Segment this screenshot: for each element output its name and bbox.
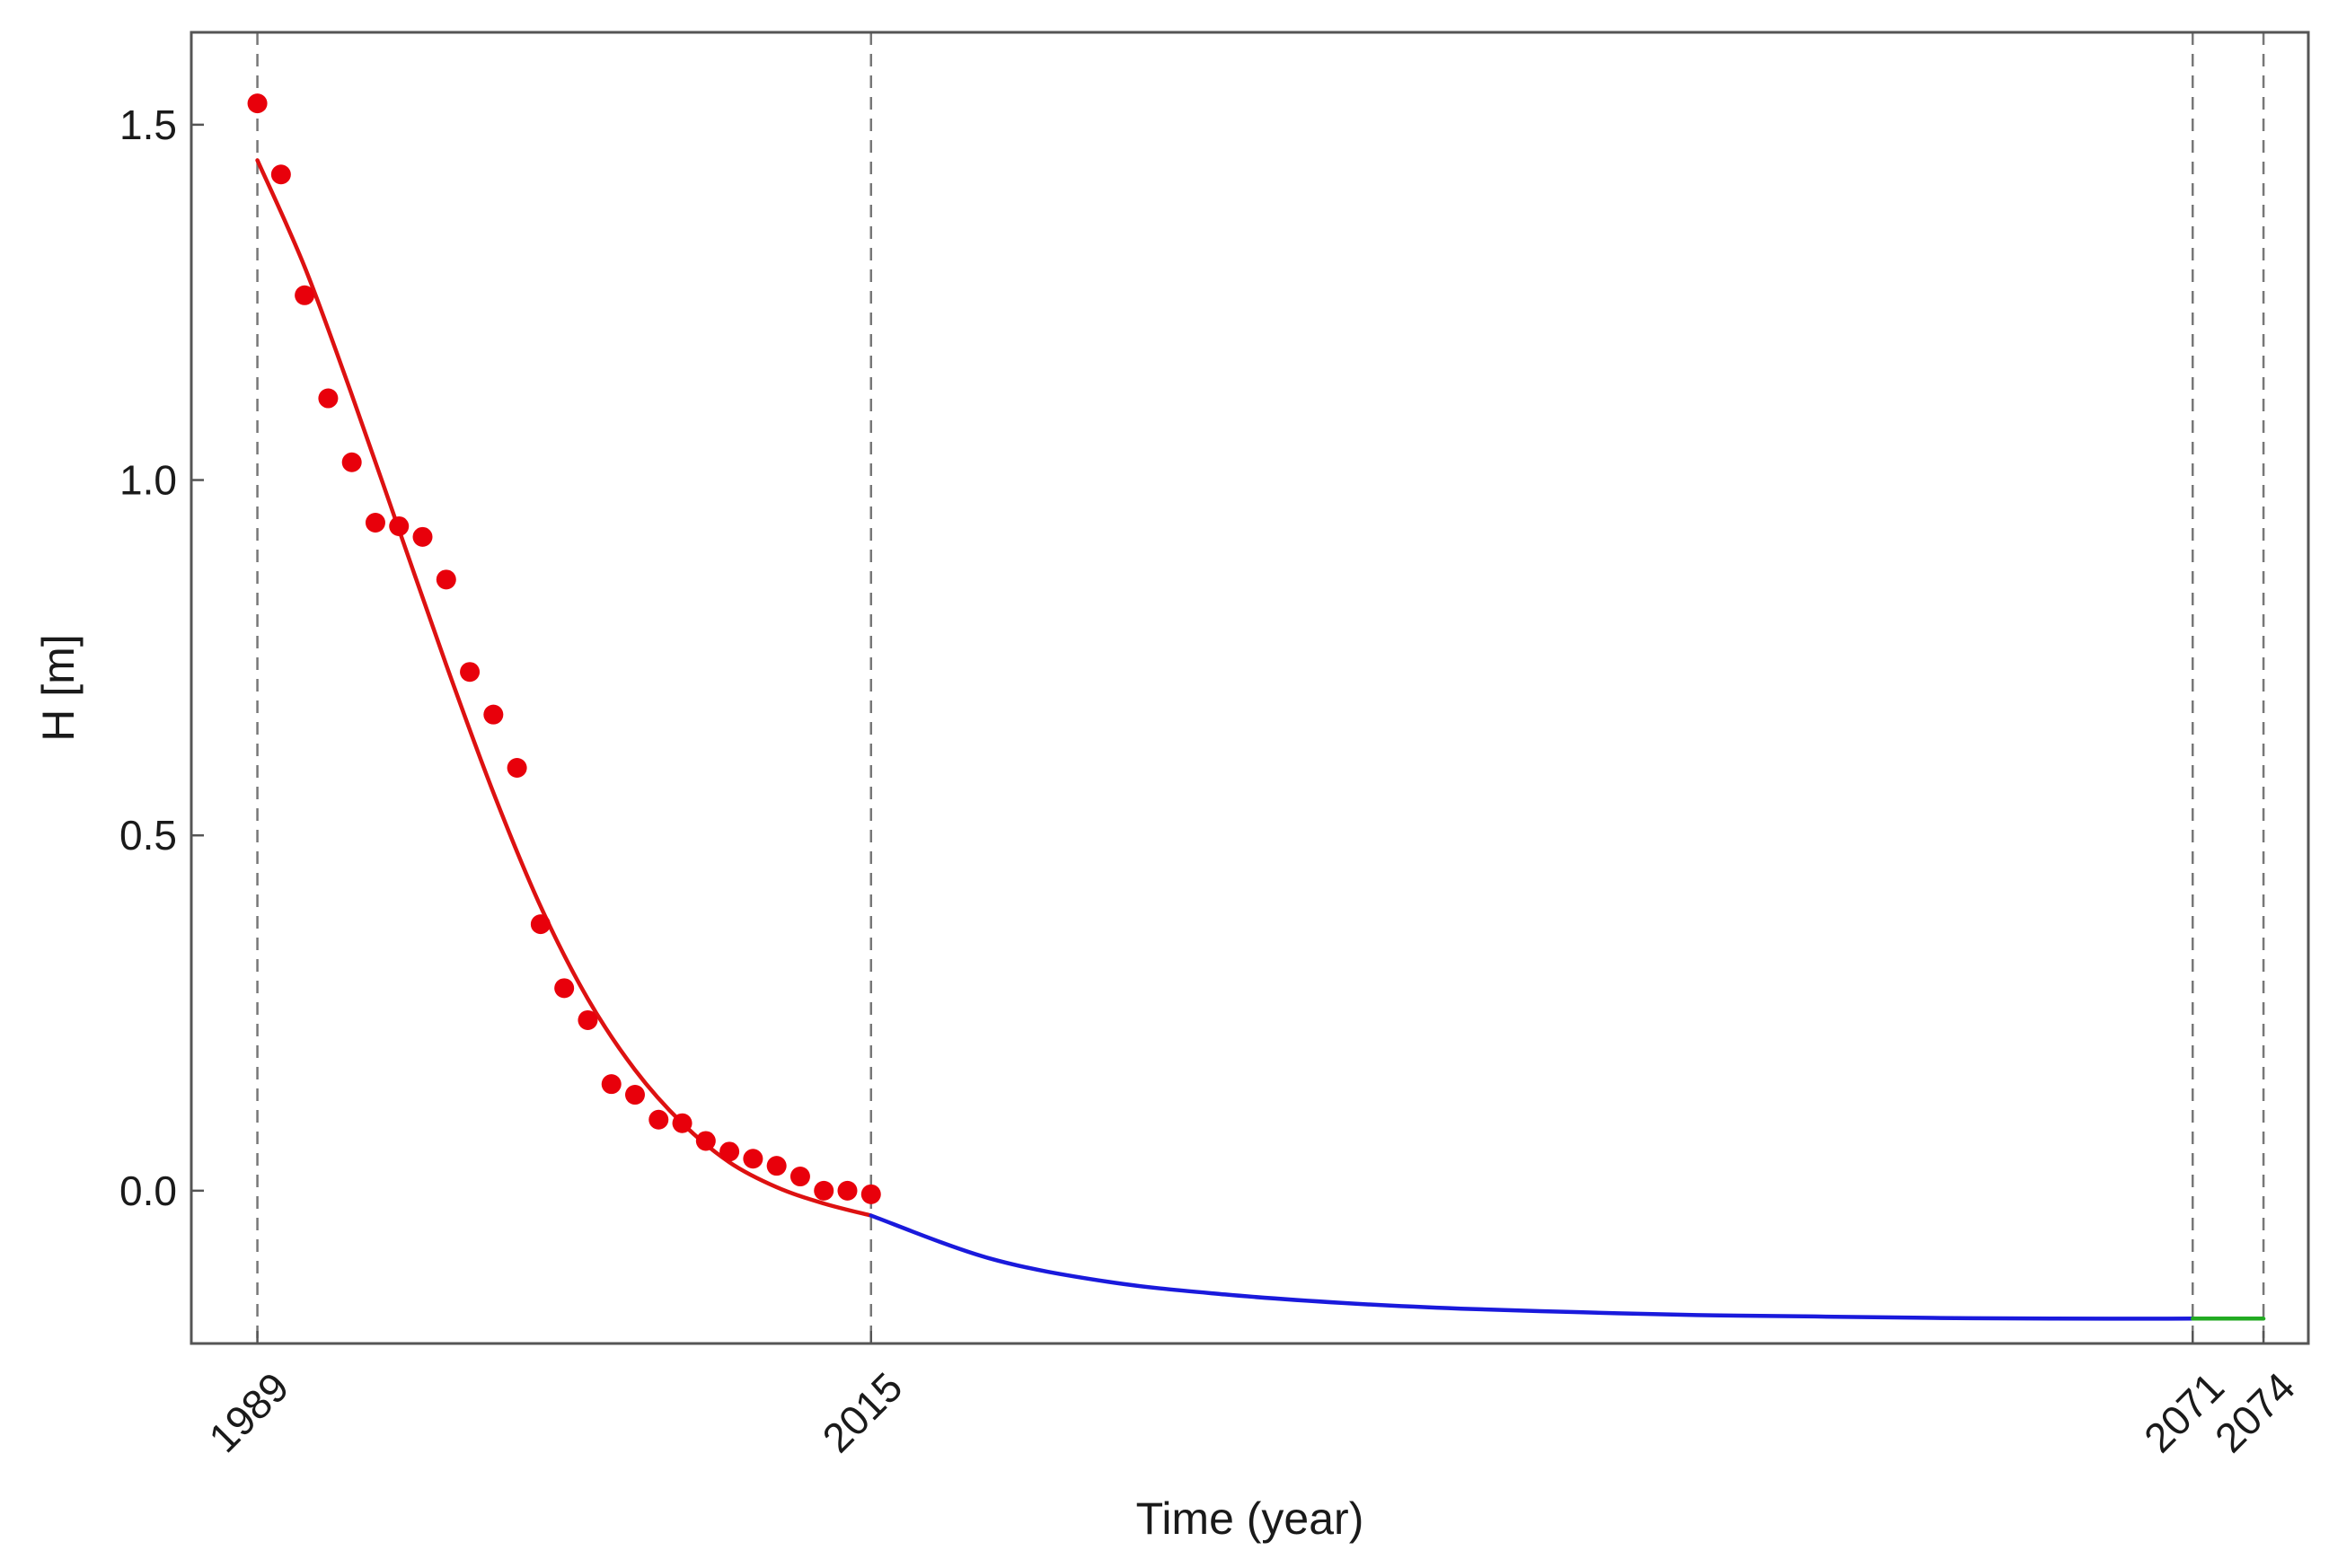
- data-point: [837, 1180, 858, 1201]
- data-point: [247, 93, 268, 114]
- data-point: [270, 164, 291, 185]
- data-point: [601, 1074, 622, 1095]
- data-point: [672, 1113, 693, 1133]
- x-axis-title: Time (year): [1136, 1493, 1364, 1544]
- data-point: [695, 1131, 716, 1151]
- y-tick-label: 1.0: [119, 457, 177, 504]
- data-point: [790, 1167, 810, 1187]
- data-point: [295, 285, 315, 305]
- y-tick-label: 0.0: [119, 1167, 177, 1214]
- y-tick-label: 1.5: [119, 101, 177, 148]
- data-point: [507, 758, 527, 779]
- data-point: [719, 1141, 740, 1162]
- data-point: [436, 569, 456, 590]
- plot-frame: [190, 31, 2310, 1345]
- data-point: [483, 704, 504, 725]
- data-point: [766, 1156, 787, 1176]
- data-point: [389, 515, 410, 536]
- data-point: [860, 1184, 881, 1204]
- data-point: [530, 914, 551, 935]
- data-point: [318, 388, 339, 409]
- data-point: [578, 1009, 598, 1030]
- data-point: [412, 526, 433, 547]
- y-axis-title: H [m]: [33, 634, 84, 741]
- series-layer: [247, 93, 2266, 1321]
- data-point: [460, 662, 481, 683]
- data-point: [554, 978, 575, 999]
- data-point: [648, 1109, 669, 1130]
- data-point: [743, 1149, 763, 1169]
- data-point: [624, 1085, 645, 1106]
- fit-curve: [255, 158, 874, 1218]
- data-point: [814, 1180, 834, 1201]
- reference-lines: [256, 32, 2265, 1343]
- data-point: [341, 452, 362, 472]
- y-tick-label: 0.5: [119, 812, 177, 859]
- forecast-curve: [869, 1213, 2195, 1321]
- data-point: [365, 513, 385, 533]
